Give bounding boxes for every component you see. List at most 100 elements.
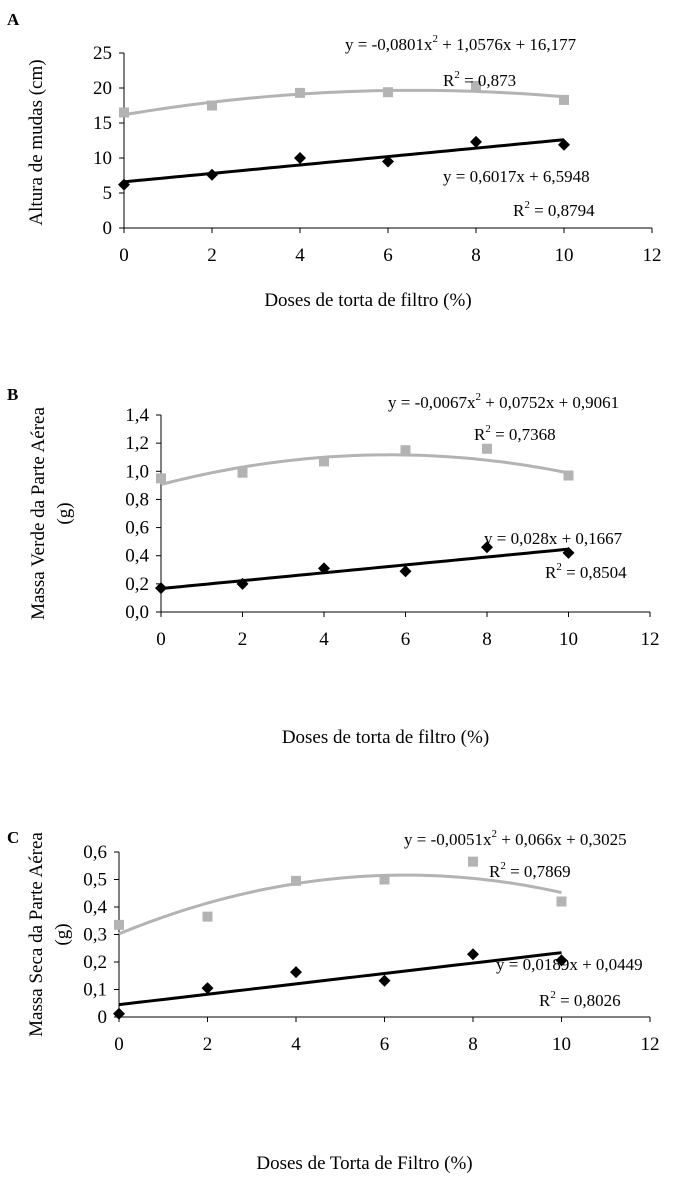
x-tick-label: 8 [471,245,481,266]
data-point-square [400,445,411,456]
data-point-square [482,443,492,454]
panel-label: A [7,10,20,29]
r-squared-series-0-part-0: R [474,425,486,444]
data-point-diamond [399,565,412,578]
data-point-diamond [113,1007,125,1020]
equation-series-0: y = -0,0801x2 + 1,0576x + 16,177 [345,33,577,54]
data-point-diamond [318,562,330,575]
data-point-square [119,107,129,118]
r-squared-series-0-part-0: R [489,862,501,881]
r-squared-series-0: R2 = 0,7869 [489,860,571,881]
r-squared-series-1: R2 = 0,8026 [539,989,621,1010]
equation-series-0-part-1: 2 [492,828,498,840]
equation-series-0-part-2: + 0,066x + 0,3025 [497,830,627,849]
r-squared-series-1-part-1: 2 [550,989,556,1001]
data-point-diamond [118,178,130,191]
y-axis-label-unit: (g) [52,923,73,945]
x-tick-label: 2 [207,245,217,266]
trendline-series-0 [118,873,562,936]
data-point-diamond [481,541,493,554]
r-squared-series-0: R2 = 0,7368 [474,423,556,444]
data-point-square [563,470,574,481]
data-point-diamond [201,982,214,995]
x-tick-label: 6 [383,245,393,266]
data-point-square [471,80,481,91]
equation-series-0-part-0: y = -0,0051x [404,830,492,849]
y-tick-label: 25 [93,43,112,64]
data-point-diamond [467,948,479,961]
x-tick-label: 4 [295,245,305,266]
y-axis-label-unit: (g) [54,502,75,524]
equation-series-0-part-0: y = -0,0801x [345,35,433,54]
x-tick-label: 4 [291,1034,301,1055]
data-point-square [237,467,248,478]
data-point-diamond [378,974,391,987]
y-tick-label: 20 [93,78,112,99]
r-squared-series-1: R2 = 0,8794 [513,199,595,220]
x-tick-label: 0 [119,245,129,266]
equation-series-1-part-0: y = 0,6017x + 6,5948 [443,167,590,186]
data-point-square [295,87,305,98]
y-tick-label: 0 [103,218,113,239]
y-tick-label: 1,4 [125,405,149,426]
r-squared-series-1-part-2: = 0,8026 [556,991,621,1010]
data-point-diamond [206,168,218,181]
equation-series-1: y = 0,028x + 0,1667 [484,529,623,548]
trendline-series-1 [118,951,562,1007]
x-tick-label: 6 [401,629,411,650]
data-point-square [379,874,390,885]
x-axis-label: Doses de Torta de Filtro (%) [256,1153,472,1174]
y-axis-label: Altura de mudas (cm) [26,59,47,225]
data-point-diamond [562,546,575,559]
data-point-square [207,100,217,111]
x-tick-label: 12 [641,1034,660,1055]
r-squared-series-1-part-2: = 0,8504 [562,563,627,582]
x-tick-label: 10 [552,1034,571,1055]
data-point-diamond [555,954,568,967]
trendline-series-1 [123,138,565,184]
data-point-square [468,856,478,867]
y-tick-label: 0,3 [83,925,107,946]
r-squared-series-1-part-1: 2 [524,199,530,211]
x-tick-label: 2 [203,1034,213,1055]
equation-series-0: y = -0,0067x2 + 0,0752x + 0,9061 [388,391,619,412]
trendline-series-0 [160,453,569,486]
data-point-square [156,473,166,484]
r-squared-series-1-part-2: = 0,8794 [530,201,595,220]
data-point-square [559,94,569,105]
y-tick-label: 1,0 [125,461,149,482]
y-tick-label: 5 [103,183,113,204]
equation-series-1: y = 0,6017x + 6,5948 [443,167,590,186]
equation-series-0-part-2: + 0,0752x + 0,9061 [481,393,619,412]
data-point-square [291,875,301,886]
x-axis-label: Doses de torta de filtro (%) [264,290,471,311]
r-squared-series-0-part-1: 2 [454,69,460,81]
x-tick-label: 6 [380,1034,390,1055]
r-squared-series-0-part-1: 2 [485,423,491,435]
x-tick-label: 0 [156,629,166,650]
y-tick-label: 0,5 [83,870,107,891]
data-point-diamond [236,577,249,590]
y-tick-label: 0,4 [125,546,149,567]
equation-series-0-part-2: + 1,0576x + 16,177 [438,35,577,54]
y-tick-label: 0,6 [125,518,149,539]
x-tick-label: 10 [555,245,574,266]
y-tick-label: 1,2 [125,433,149,454]
data-point-square [556,896,567,907]
data-point-diamond [294,152,306,164]
data-point-diamond [155,582,167,595]
x-axis-label: Doses de torta de filtro (%) [282,727,489,748]
chart-panel-B: B 0,0 0,2 0,4 0,6 0,8 1,0 1,2 1,4 0 2 4 6 8 10 12 Doses … [7,385,660,748]
y-axis-label: Massa Seca da Parte Aérea [26,832,47,1037]
x-tick-label: 10 [559,629,578,650]
x-tick-label: 0 [114,1034,124,1055]
data-point-diamond [290,966,302,979]
r-squared-series-1-part-0: R [539,991,551,1010]
r-squared-series-0-part-2: = 0,873 [460,71,516,90]
data-point-diamond [558,138,570,151]
r-squared-series-0-part-1: 2 [500,860,506,872]
r-squared-series-0-part-2: = 0,7368 [491,425,556,444]
data-point-square [383,87,393,98]
equation-series-0-part-1: 2 [433,33,439,45]
